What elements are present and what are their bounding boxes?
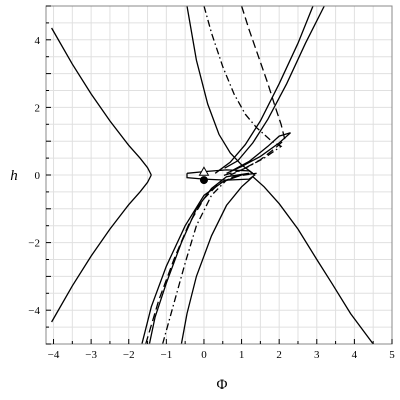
grid (46, 5, 393, 345)
axes: −4 −3 −2 −1 0 1 2 3 4 5 −4 −2 0 2 4 (28, 5, 395, 361)
curves (51, 6, 374, 344)
series-line-solid-11 (226, 132, 291, 174)
series-line-dash-13 (145, 173, 250, 344)
y-tick-label: 0 (35, 170, 41, 182)
x-tick-label: 2 (276, 349, 282, 361)
series-line-solid-7 (148, 172, 250, 344)
series-line-dashdot-15 (161, 173, 242, 344)
x-tick-label: −1 (160, 349, 172, 361)
series-line-solid-10 (186, 169, 256, 181)
x-tick-label: −2 (123, 349, 135, 361)
series-line-solid-6 (214, 6, 314, 174)
series-line-solid-8 (141, 172, 257, 344)
x-axis-title: Φ (217, 377, 228, 393)
x-tick-label: 5 (389, 349, 395, 361)
y-tick-label: 4 (35, 35, 41, 47)
series-line-solid-1 (51, 27, 152, 176)
series-line-solid-4 (252, 176, 374, 344)
y-tick-label: −2 (28, 238, 40, 250)
x-tick-label: 3 (314, 349, 320, 361)
series-line-dashdot-14 (203, 6, 283, 176)
series-line-solid-5 (224, 6, 325, 169)
series-line-solid-9 (180, 176, 254, 344)
x-tick-label: 0 (201, 349, 207, 361)
y-axis-title: h (10, 168, 18, 184)
y-tick-label: 2 (35, 102, 41, 114)
x-tick-label: 4 (352, 349, 358, 361)
x-tick-label: −4 (48, 349, 60, 361)
data-point-open-triangle (198, 166, 210, 176)
points (198, 166, 210, 185)
y-tick-label: −4 (28, 305, 40, 317)
series-line-solid-2 (51, 174, 152, 323)
data-point-filled-circle (199, 176, 208, 185)
series-line-dash-12 (222, 6, 286, 177)
x-tick-label: 1 (239, 349, 245, 361)
x-tick-label: −3 (85, 349, 97, 361)
